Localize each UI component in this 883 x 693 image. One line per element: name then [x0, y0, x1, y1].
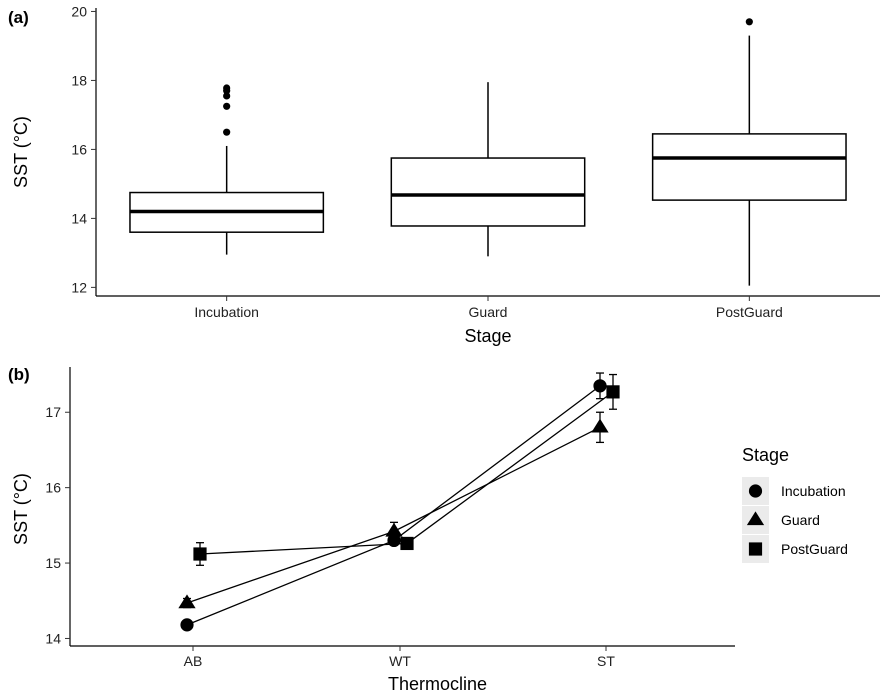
outlier-point — [223, 84, 231, 92]
panel-b-interaction-plot: 14 15 16 17 AB WT ST Thermocline SST (°C) Stage In… — [11, 367, 848, 693]
x-tick-label-b: AB — [184, 653, 203, 669]
legend-marker-guard — [746, 511, 765, 526]
data-point-incubation — [593, 379, 607, 393]
y-tick-label-a: 14 — [71, 210, 87, 226]
box-iqr — [651, 133, 847, 201]
data-point-postguard — [606, 385, 620, 399]
x-tick-label-a: Incubation — [194, 304, 259, 320]
outlier-point — [223, 92, 231, 100]
data-point-postguard — [193, 547, 207, 561]
y-tick-label-b: 15 — [45, 555, 61, 571]
series-line-incubation — [186, 385, 601, 626]
legend-title: Stage — [742, 445, 789, 465]
legend-label: Guard — [781, 512, 820, 528]
data-point-incubation — [180, 618, 194, 632]
x-tick-label-a: Guard — [469, 304, 508, 320]
series-line-guard — [186, 426, 601, 604]
legend: Stage Incubation Guard PostGuard — [742, 445, 848, 563]
outlier-point — [745, 18, 753, 26]
data-point-guard — [385, 522, 403, 537]
x-tick-label-a: PostGuard — [716, 304, 783, 320]
legend-label: Incubation — [781, 483, 846, 499]
panel-b-label: (b) — [8, 365, 30, 384]
y-tick-label-a: 18 — [71, 72, 87, 88]
x-tick-label-b: ST — [597, 653, 615, 669]
box-iqr — [390, 157, 586, 227]
y-tick-label-a: 20 — [71, 3, 87, 19]
x-axis-title-a: Stage — [464, 326, 511, 346]
outlier-point — [223, 102, 231, 110]
y-axis-title-a: SST (°C) — [11, 116, 31, 188]
panel-a-label: (a) — [8, 8, 29, 27]
legend-marker-incubation — [748, 484, 763, 498]
y-axis-title-b: SST (°C) — [11, 473, 31, 545]
x-axis-title-b: Thermocline — [388, 674, 487, 693]
series-line-postguard — [199, 391, 614, 555]
y-tick-label-a: 12 — [71, 279, 87, 295]
outlier-point — [223, 128, 231, 136]
panel-a-boxplot: 12 14 16 18 20 Incubation Guard PostGuard Stage S… — [11, 3, 880, 346]
data-point-postguard — [400, 536, 414, 551]
y-tick-label-a: 16 — [71, 141, 87, 157]
data-point-guard — [178, 594, 196, 609]
x-tick-label-b: WT — [389, 653, 411, 669]
legend-marker-postguard — [748, 542, 763, 556]
data-point-guard — [591, 418, 609, 433]
y-tick-label-b: 17 — [45, 404, 61, 420]
legend-label: PostGuard — [781, 541, 848, 557]
y-tick-label-b: 14 — [45, 630, 61, 646]
y-tick-label-b: 16 — [45, 480, 61, 496]
